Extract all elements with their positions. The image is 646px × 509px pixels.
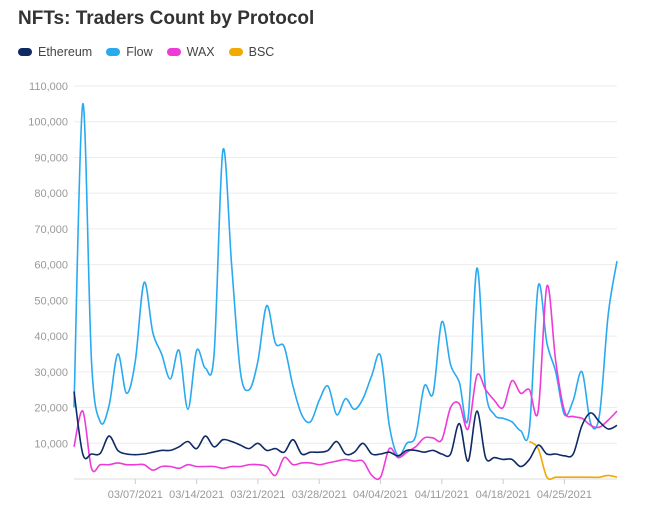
series-line-ethereum[interactable] — [73, 391, 618, 468]
legend-label-ethereum: Ethereum — [38, 45, 93, 59]
y-tick-label: 100,000 — [28, 117, 68, 129]
legend-swatch-flow — [106, 48, 121, 56]
y-tick-label: 30,000 — [34, 367, 68, 379]
y-axis-ticks: 10,000 20,000 30,000 40,000 50,000 60,000 70,0… — [28, 81, 68, 450]
x-axis-ticks: 03/07/2021 03/14/2021 03/21/2021 03/28/2021… — [108, 479, 592, 501]
legend-item-flow[interactable]: Flow — [106, 45, 153, 59]
y-tick-label: 20,000 — [34, 403, 68, 415]
legend: Ethereum Flow WAX BSC — [18, 45, 274, 59]
series-line-wax[interactable] — [73, 284, 618, 481]
legend-swatch-bsc — [228, 48, 243, 56]
y-tick-label: 80,000 — [34, 188, 68, 200]
x-tick-label: 04/18/2021 — [476, 489, 531, 501]
y-tick-label: 10,000 — [34, 438, 68, 450]
series-lines — [73, 103, 618, 481]
y-tick-label: 70,000 — [34, 224, 68, 236]
x-tick-label: 03/14/2021 — [169, 489, 224, 501]
x-tick-label: 04/04/2021 — [353, 489, 408, 501]
chart-title: NFTs: Traders Count by Protocol — [18, 8, 315, 29]
y-tick-label: 90,000 — [34, 152, 68, 164]
gridlines — [74, 85, 617, 480]
legend-label-flow: Flow — [126, 45, 153, 59]
legend-item-wax[interactable]: WAX — [166, 45, 215, 59]
x-tick-label: 03/07/2021 — [108, 489, 163, 501]
x-tick-label: 03/28/2021 — [292, 489, 347, 501]
y-tick-label: 50,000 — [34, 295, 68, 307]
legend-swatch-ethereum — [18, 48, 32, 56]
x-tick-label: 04/25/2021 — [537, 489, 592, 501]
series-line-bsc[interactable] — [528, 440, 618, 481]
y-tick-label: 60,000 — [34, 260, 68, 272]
legend-label-bsc: BSC — [248, 45, 275, 59]
x-tick-label: 04/11/2021 — [415, 489, 469, 501]
x-tick-label: 03/21/2021 — [230, 489, 285, 501]
y-tick-label: 110,000 — [29, 81, 68, 93]
legend-swatch-wax — [166, 48, 181, 56]
series-line-flow[interactable] — [73, 103, 618, 458]
legend-item-bsc[interactable]: BSC — [228, 45, 275, 59]
legend-item-ethereum[interactable]: Ethereum — [18, 45, 92, 59]
legend-label-wax: WAX — [186, 45, 215, 59]
y-tick-label: 40,000 — [34, 331, 68, 343]
